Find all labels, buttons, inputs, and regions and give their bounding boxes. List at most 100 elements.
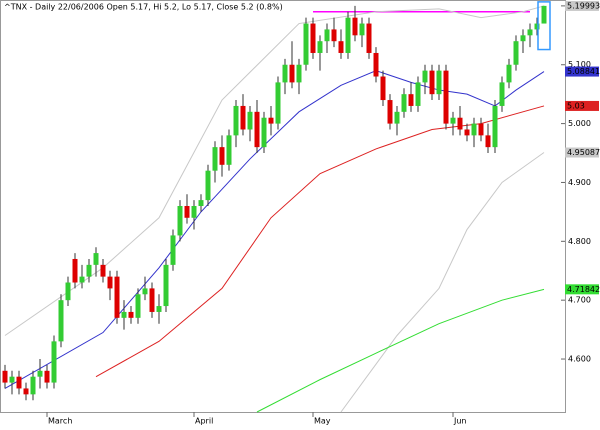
candle-body [478,123,484,136]
indicator-line [4,5,545,336]
candle-body [163,264,169,307]
candle-body [401,94,407,112]
candle-body [499,82,505,106]
candle-body [492,105,498,148]
candle-body [114,276,120,318]
candle-body [485,135,491,148]
candle-body [23,388,29,395]
candle-body [142,288,148,295]
value-label-box [565,66,599,77]
value-label: 4.71842 [567,285,600,294]
candle-body [191,206,197,218]
candle-body [198,200,204,206]
candle-body [205,170,211,201]
candle-body [464,129,470,136]
candle-body [506,64,512,83]
candle-body [254,111,260,148]
candle-body [289,64,295,83]
candle-body [345,17,351,53]
value-label: 5.03 [567,101,585,110]
candle-body [261,117,267,148]
candle-body [527,29,533,36]
candle-body [2,370,8,383]
candle-body [541,5,547,24]
y-tick-label: 4.800 [568,237,591,246]
candle-body [296,64,302,83]
candle-body [331,29,337,42]
candle-body [429,70,435,95]
y-tick-label: 5.100 [568,60,591,69]
candle-body [366,23,372,53]
candle-body [338,41,344,53]
candle-body [30,376,36,395]
candle-body [282,64,288,83]
candle-body [513,41,519,65]
candle-body [233,105,239,136]
indicator-line [95,105,545,378]
candle-body [121,311,127,318]
value-label-box [565,284,599,295]
candle-body [226,135,232,165]
candle-body [128,311,134,318]
candle-body [352,17,358,36]
candle-body [373,52,379,77]
chart-title: ^TNX - Daily 22/06/2006 Open 5.17, Hi 5.… [4,3,283,12]
candle-body [44,370,50,383]
candle-body [310,23,316,53]
candle-body [359,23,365,36]
candle-body [247,111,253,130]
candle-body [268,117,274,124]
candle-body [303,23,309,65]
candle-body [51,341,57,383]
candle-body [156,306,162,312]
candle-body [534,23,540,30]
candle-body [324,29,330,42]
candle-body [436,70,442,95]
candle-body [184,206,190,218]
candle-body [422,70,428,83]
candle-body [408,94,414,106]
indicator-line [4,70,545,389]
candle-body [380,76,386,101]
candle-body [450,117,456,124]
candle-body [107,276,113,289]
x-tick-label: May [314,417,331,426]
candle-body [149,288,155,312]
candle-body [219,147,225,165]
candle-body [471,123,477,136]
x-tick-label: March [48,417,72,426]
candle-body [58,300,64,342]
x-tick-label: Jun [453,417,467,426]
candle-body [100,264,106,277]
candle-body [415,82,421,106]
candle-body [177,206,183,236]
candle-body [240,105,246,130]
value-label-box [565,100,599,111]
value-label: 4.95087 [567,148,600,157]
candle-body [16,376,22,389]
candle-body [212,147,218,171]
y-tick-label: 4.600 [568,355,591,364]
value-label: 5.19993 [567,1,600,10]
candle-body [387,100,393,124]
y-tick-label: 4.900 [568,178,591,187]
y-tick-label: 4.700 [568,296,591,305]
candle-body [394,111,400,124]
candle-body [457,117,463,130]
candle-body [37,370,43,377]
candle-body [79,276,85,283]
indicator-line [256,288,545,413]
candle-body [86,264,92,277]
y-tick-label: 5.000 [568,119,591,128]
candle-body [9,376,15,383]
candle-body [170,235,176,265]
value-label-box [565,0,599,11]
candle-body [317,41,323,53]
candle-body [520,35,526,42]
x-tick-label: April [195,417,213,426]
candle-body [443,70,449,124]
highlight-box [537,1,551,51]
candle-body [275,82,281,124]
candle-body [93,253,99,265]
